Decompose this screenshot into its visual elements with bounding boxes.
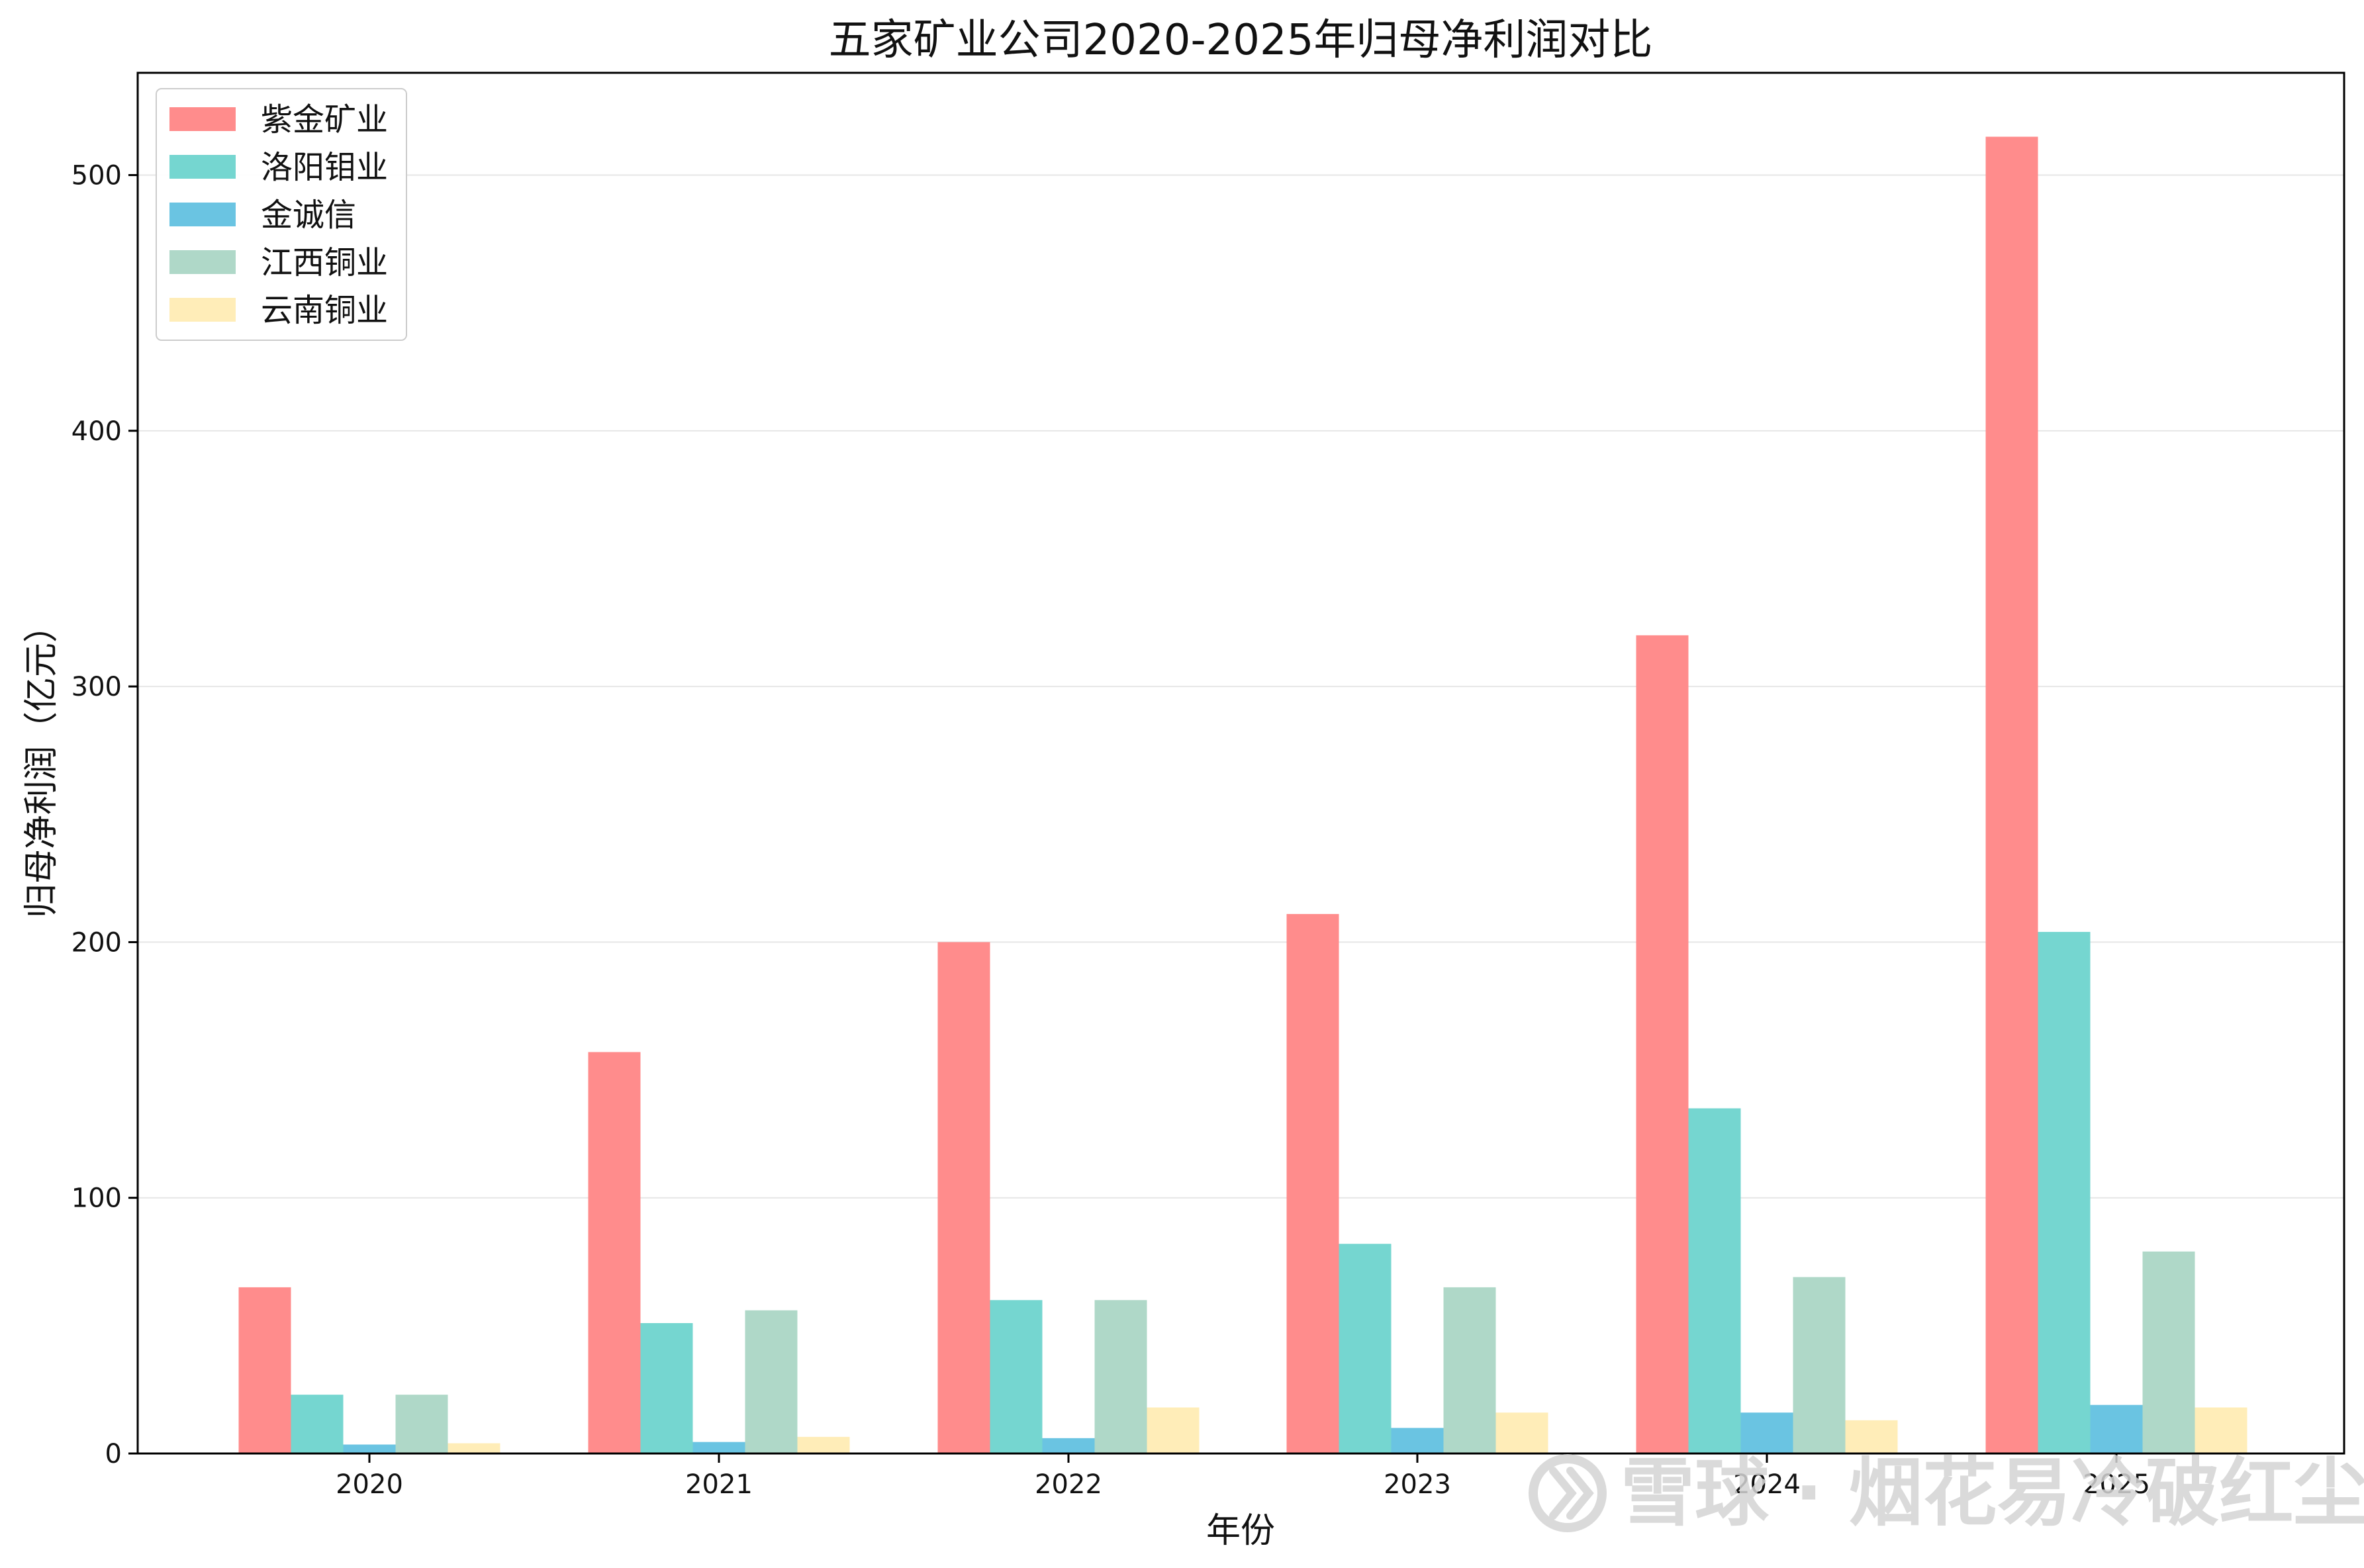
x-axis-ticks: 2020 2021 2022 2023 2024 2025: [336, 1453, 2150, 1500]
bar-2022-云南铜业: [1147, 1407, 1200, 1453]
x-tick-label: 2023: [1384, 1469, 1451, 1500]
x-tick-label: 2021: [685, 1469, 753, 1500]
legend-label: 江西铜业: [261, 244, 388, 281]
watermark-text: 雪球 · 烟花易冷破红尘: [1621, 1450, 2364, 1536]
bar-2023-紫金矿业: [1286, 913, 1339, 1453]
y-tick-label: 500: [71, 161, 122, 191]
y-tick-label: 400: [71, 416, 122, 447]
y-tick-label: 300: [71, 672, 122, 702]
bar-2024-紫金矿业: [1636, 635, 1689, 1454]
legend-label: 紫金矿业: [261, 101, 388, 138]
bars: [238, 136, 2247, 1454]
watermark: 雪球 · 烟花易冷破红尘: [1529, 1450, 2364, 1536]
bar-2025-江西铜业: [2142, 1251, 2195, 1453]
bar-2025-金诚信: [2090, 1405, 2143, 1453]
bar-2022-紫金矿业: [937, 942, 990, 1453]
bar-2021-云南铜业: [797, 1436, 850, 1453]
x-axis-label: 年份: [1206, 1511, 1275, 1551]
bar-2020-紫金矿业: [238, 1287, 291, 1453]
plot-frame: [136, 71, 2345, 1455]
bar-2022-金诚信: [1042, 1438, 1095, 1453]
legend-label: 金诚信: [261, 197, 356, 234]
bar-2021-紫金矿业: [588, 1052, 641, 1453]
bar-2021-洛阳钼业: [640, 1322, 693, 1453]
legend-swatch: [169, 155, 236, 179]
bar-2025-洛阳钼业: [2038, 931, 2091, 1453]
y-tick-label: 0: [105, 1439, 122, 1469]
bar-2021-金诚信: [692, 1442, 745, 1453]
chart-title: 五家矿业公司2020-2025年归母净利润对比: [829, 16, 1653, 65]
x-tick-label: 2025: [2083, 1469, 2150, 1500]
bar-2020-云南铜业: [448, 1443, 500, 1453]
snowball-logo-icon: [1529, 1454, 1607, 1532]
legend-frame: [156, 88, 407, 341]
bar-2025-云南铜业: [2195, 1407, 2247, 1453]
legend-swatch: [169, 107, 236, 131]
legend-swatch: [169, 203, 236, 226]
bar-2024-洛阳钼业: [1688, 1108, 1741, 1453]
bar-2023-金诚信: [1391, 1428, 1444, 1453]
legend-swatch: [169, 250, 236, 274]
legend-label: 云南铜业: [261, 292, 388, 329]
bar-2024-云南铜业: [1845, 1420, 1898, 1453]
grid-lines: [138, 174, 2344, 1199]
y-axis-ticks: 0 100 200 300 400 500: [71, 161, 138, 1469]
x-tick-label: 2024: [1733, 1469, 1801, 1500]
bar-2025-紫金矿业: [1985, 136, 2038, 1453]
bar-2021-江西铜业: [745, 1310, 798, 1453]
bar-2022-江西铜业: [1094, 1300, 1147, 1453]
legend-swatch: [169, 298, 236, 322]
y-tick-label: 100: [71, 1183, 122, 1214]
bar-2024-江西铜业: [1793, 1277, 1846, 1453]
bar-2020-金诚信: [343, 1444, 396, 1453]
bar-2023-云南铜业: [1495, 1412, 1548, 1453]
y-tick-label: 200: [71, 927, 122, 958]
legend-label: 洛阳钼业: [261, 149, 388, 186]
bar-2022-洛阳钼业: [990, 1300, 1043, 1453]
bar-2020-洛阳钼业: [291, 1395, 344, 1453]
bar-2023-江西铜业: [1443, 1287, 1496, 1453]
y-axis-label: 归母净利润（亿元）: [22, 608, 62, 918]
x-tick-label: 2022: [1035, 1469, 1102, 1500]
bar-2023-洛阳钼业: [1339, 1244, 1392, 1453]
bar-2024-金诚信: [1740, 1412, 1793, 1453]
x-tick-label: 2020: [336, 1469, 403, 1500]
bar-2020-江西铜业: [395, 1395, 448, 1453]
